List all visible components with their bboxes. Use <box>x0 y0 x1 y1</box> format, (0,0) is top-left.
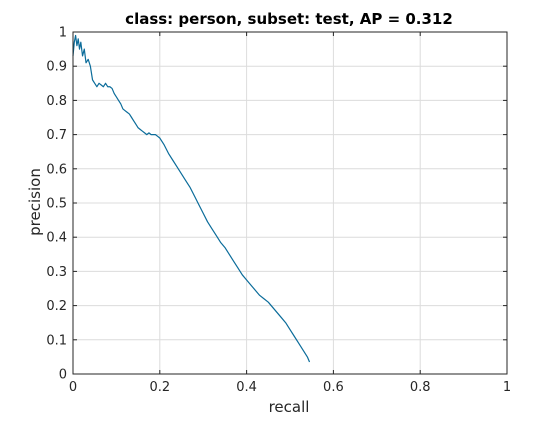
y-tick-label: 0.1 <box>46 333 67 348</box>
x-tick-label: 0.4 <box>236 380 257 395</box>
y-tick-label: 1 <box>59 26 67 41</box>
y-tick-label: 0 <box>59 368 67 383</box>
series-layer <box>72 34 311 363</box>
y-tick-label: 0.4 <box>46 231 67 246</box>
chart-title: class: person, subset: test, AP = 0.312 <box>125 10 453 28</box>
precision-recall-curve <box>72 34 311 363</box>
x-tick-label: 0 <box>69 380 77 395</box>
x-tick-label: 0.8 <box>410 380 431 395</box>
y-tick-label: 0.3 <box>46 265 67 280</box>
ticks: 0 0.2 0.4 0.6 0.8 1 0 0.1 0.2 0.3 0.4 0.5 0.6 0.7 0.8 0… <box>46 26 511 396</box>
y-tick-label: 0.6 <box>46 162 67 177</box>
x-tick-label: 0.6 <box>323 380 344 395</box>
y-axis-label: precision <box>26 168 44 236</box>
y-tick-label: 0.8 <box>46 94 67 109</box>
y-tick-label: 0.2 <box>46 299 67 314</box>
x-axis-label: recall <box>269 398 310 416</box>
x-tick-label: 0.2 <box>149 380 170 395</box>
y-tick-label: 0.7 <box>46 128 67 143</box>
y-tick-label: 0.9 <box>46 60 67 75</box>
y-tick-label: 0.5 <box>46 197 67 212</box>
x-tick-label: 1 <box>503 380 511 395</box>
